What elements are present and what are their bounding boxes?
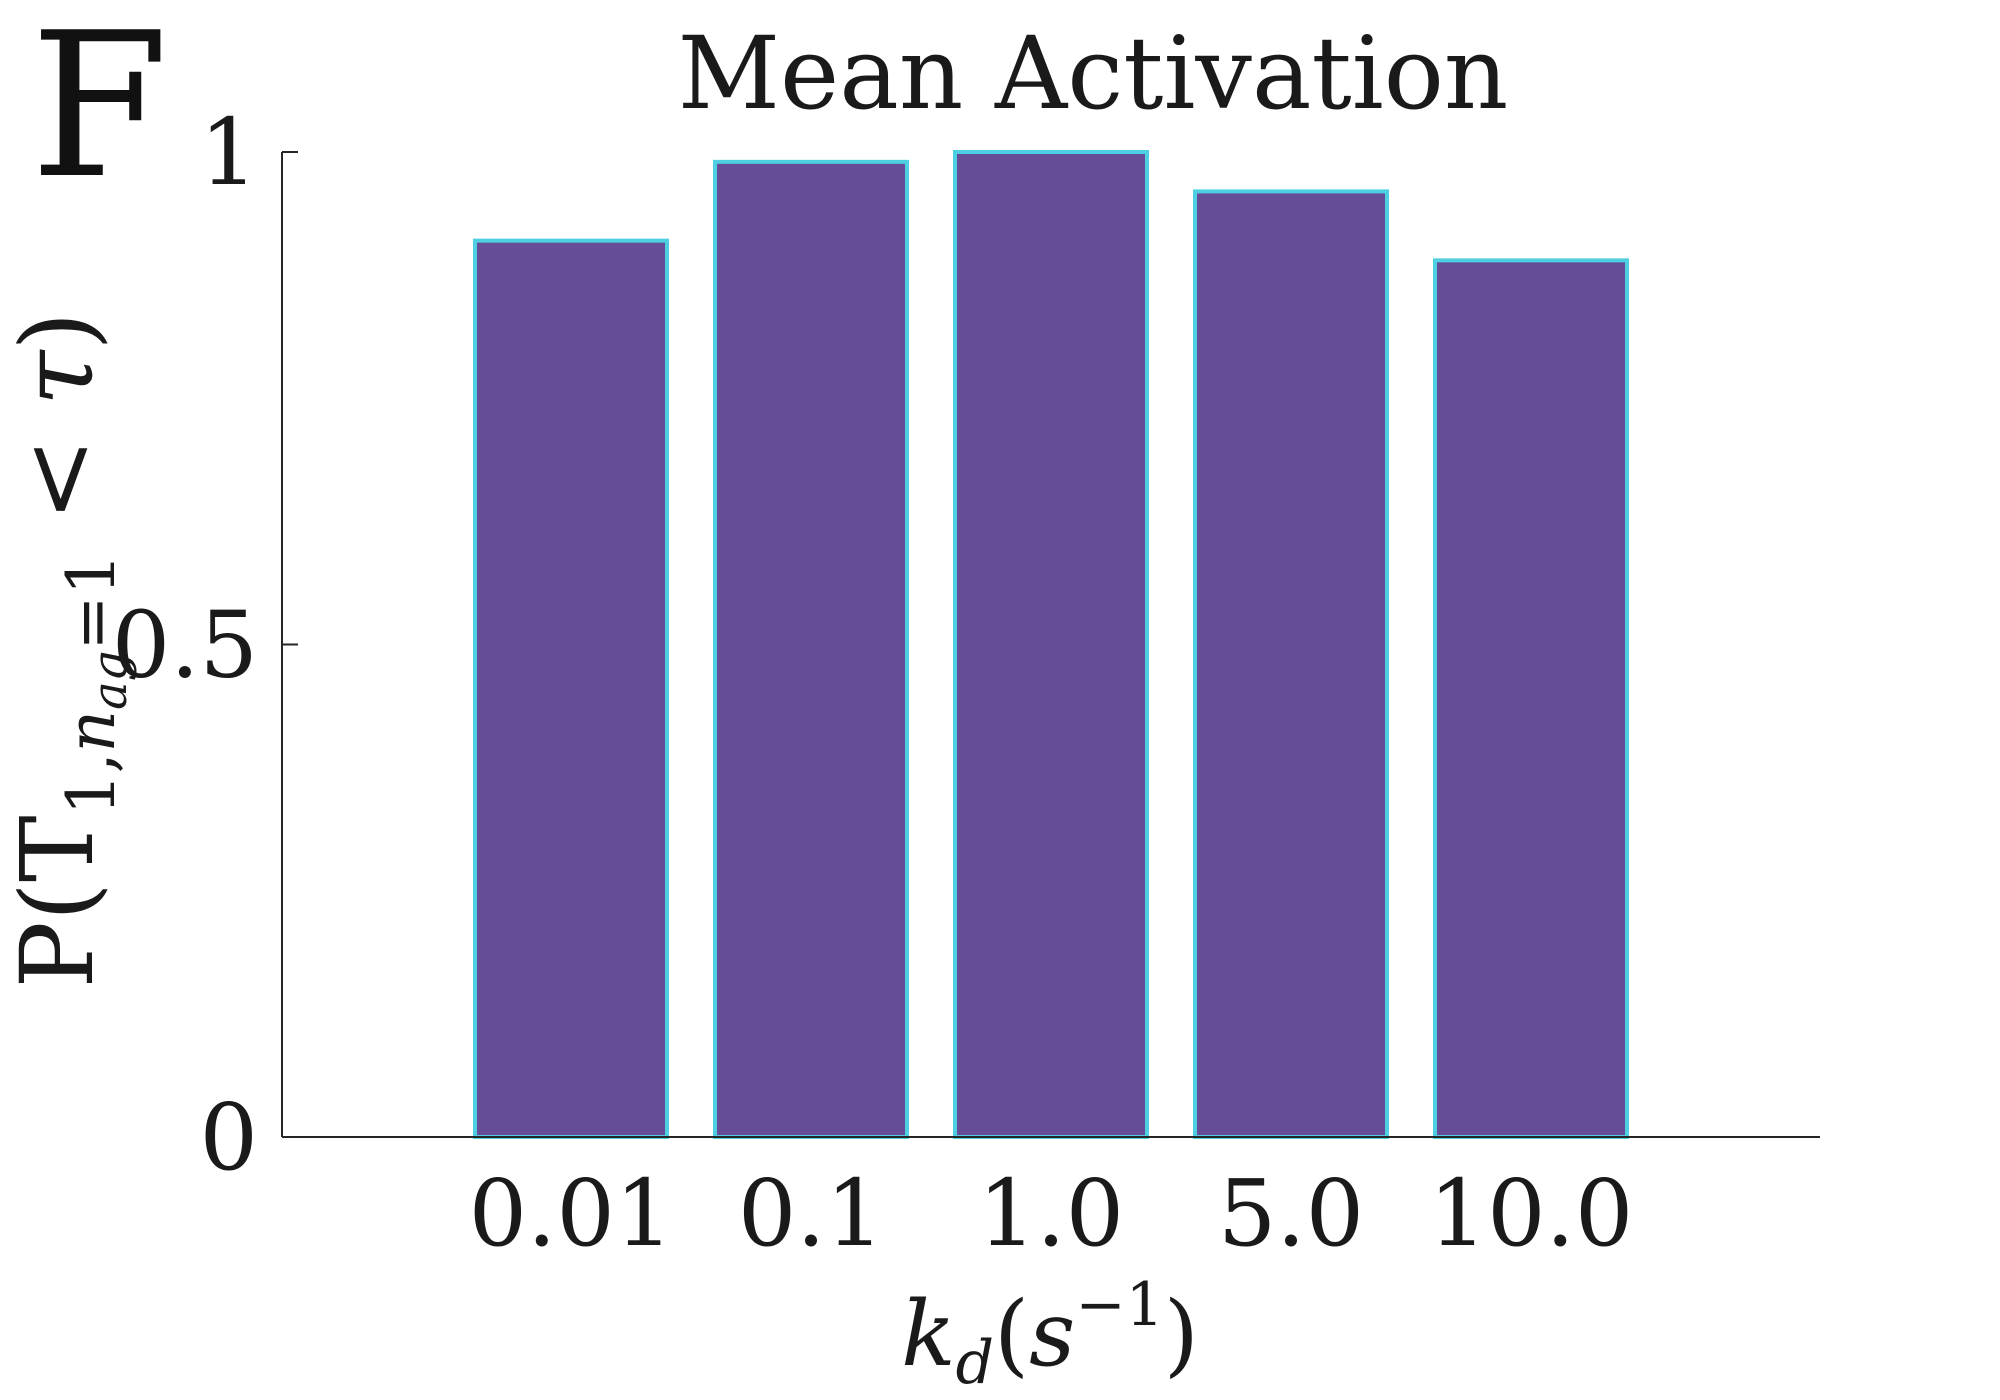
x-label-paren-open: (	[994, 1282, 1029, 1387]
y-ticks-group: 00.51	[112, 99, 298, 1191]
x-label-k-sub: d	[956, 1328, 994, 1398]
x-label-exp: −1	[1075, 1270, 1163, 1340]
x-tick-label: 0.1	[738, 1160, 884, 1267]
y-label-var: T	[0, 815, 116, 882]
x-tick-label: 1.0	[978, 1160, 1124, 1267]
y-tick-label: 1	[199, 99, 258, 206]
y-label-sub-main: 1,	[53, 752, 130, 815]
y-label-prefix: P(	[0, 882, 116, 988]
y-tick-label: 0	[199, 1084, 258, 1191]
y-label-sub-italic: n	[53, 710, 130, 753]
x-label-paren-close: )	[1164, 1282, 1199, 1387]
bar-0.1	[713, 159, 909, 1140]
x-label-k: k	[901, 1282, 956, 1387]
y-axis-label: P(T1,nag=1 < τ)	[0, 312, 138, 989]
bar-0.01	[473, 238, 669, 1139]
bar-10.0	[1433, 258, 1629, 1140]
bar-5.0	[1193, 189, 1389, 1139]
bars-group	[473, 150, 1629, 1140]
panel-label: F	[30, 0, 169, 223]
x-tick-label: 0.01	[469, 1160, 674, 1267]
x-axis-label: kd(s−1)	[901, 1270, 1199, 1398]
y-label-tau: τ	[0, 349, 116, 406]
y-label-op: <	[0, 406, 116, 553]
y-tick-label: 0.5	[112, 592, 258, 699]
y-label-suffix: )	[0, 312, 116, 351]
y-label-sub-small: ag	[82, 651, 138, 710]
y-label-sub-tail: =1	[53, 553, 130, 650]
x-ticks-group: 0.01 0.1 1.0 5.0 10.0	[469, 1160, 1634, 1267]
x-label-s: s	[1029, 1282, 1075, 1387]
x-tick-label: 5.0	[1218, 1160, 1364, 1267]
bar-1.0	[953, 150, 1149, 1139]
x-tick-label: 10.0	[1429, 1160, 1634, 1267]
chart-title: Mean Activation	[678, 15, 1509, 132]
